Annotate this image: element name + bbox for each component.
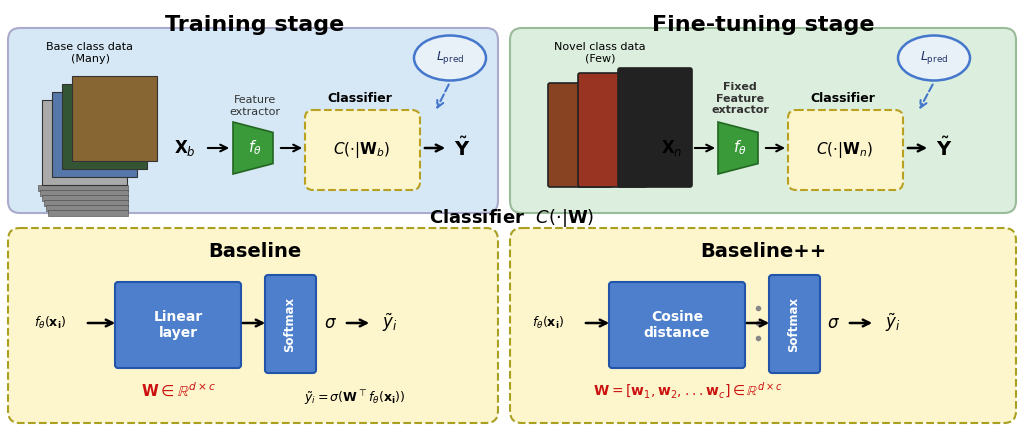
Text: $L_{\rm pred}$: $L_{\rm pred}$ [436,49,464,66]
Polygon shape [233,122,273,174]
Text: $\sigma$: $\sigma$ [324,314,337,332]
FancyBboxPatch shape [115,282,241,368]
FancyBboxPatch shape [46,205,128,211]
Text: $\tilde{\mathbf{Y}}$: $\tilde{\mathbf{Y}}$ [454,136,470,160]
Ellipse shape [898,36,970,80]
Ellipse shape [414,36,486,80]
FancyBboxPatch shape [788,110,903,190]
FancyBboxPatch shape [305,110,420,190]
Text: $f_\theta$: $f_\theta$ [248,138,262,158]
FancyBboxPatch shape [510,28,1016,213]
Text: Feature
extractor: Feature extractor [229,95,281,117]
FancyBboxPatch shape [42,195,128,201]
Polygon shape [718,122,758,174]
Text: $\mathbf{W}\in\mathbb{R}^{d\times c}$: $\mathbf{W}\in\mathbb{R}^{d\times c}$ [140,381,215,399]
FancyBboxPatch shape [48,210,128,216]
Text: Fine-tuning stage: Fine-tuning stage [651,15,874,35]
Text: Fixed
Feature
extractor: Fixed Feature extractor [711,82,769,115]
Text: Cosine
distance: Cosine distance [644,310,711,340]
FancyBboxPatch shape [40,190,128,196]
Text: $\tilde{y}_i$: $\tilde{y}_i$ [382,312,397,334]
FancyBboxPatch shape [38,185,128,191]
Text: Training stage: Training stage [165,15,345,35]
Text: $\tilde{y}_i = \sigma(\mathbf{W}^\top f_\theta(\mathbf{x_i}))$: $\tilde{y}_i = \sigma(\mathbf{W}^\top f_… [304,388,406,408]
Text: $C(\cdot|\mathbf{W}_b)$: $C(\cdot|\mathbf{W}_b)$ [334,140,391,160]
FancyBboxPatch shape [8,228,498,423]
Text: Softmax: Softmax [787,296,801,352]
Text: Classifier  $C(\cdot|\mathbf{W})$: Classifier $C(\cdot|\mathbf{W})$ [429,207,595,229]
FancyBboxPatch shape [72,76,157,161]
FancyBboxPatch shape [62,84,147,169]
Text: $f_\theta(\mathbf{x_i})$: $f_\theta(\mathbf{x_i})$ [34,315,67,331]
Text: Novel class data
(Few): Novel class data (Few) [554,42,646,64]
FancyBboxPatch shape [578,73,647,187]
Text: Base class data
(Many): Base class data (Many) [46,42,133,64]
Text: Linear
layer: Linear layer [154,310,203,340]
Text: $\mathbf{W} = [\mathbf{w}_1, \mathbf{w}_2,...\mathbf{w}_c]\in\mathbb{R}^{d\times: $\mathbf{W} = [\mathbf{w}_1, \mathbf{w}_… [593,380,782,400]
Text: Classifier: Classifier [328,92,392,105]
FancyBboxPatch shape [548,83,612,187]
FancyBboxPatch shape [618,68,692,187]
Text: $\tilde{y}_i$: $\tilde{y}_i$ [885,312,901,334]
Text: $\sigma$: $\sigma$ [826,314,840,332]
Text: $f_\theta$: $f_\theta$ [733,138,746,158]
Text: $\mathbf{X}_n$: $\mathbf{X}_n$ [662,138,683,158]
Text: $f_\theta(\mathbf{x_i})$: $f_\theta(\mathbf{x_i})$ [531,315,564,331]
FancyBboxPatch shape [265,275,316,373]
FancyBboxPatch shape [42,100,127,185]
Text: Baseline: Baseline [208,242,302,261]
FancyBboxPatch shape [510,228,1016,423]
FancyBboxPatch shape [52,92,137,177]
Text: Classifier: Classifier [811,92,876,105]
Text: $\mathbf{X}_b$: $\mathbf{X}_b$ [174,138,196,158]
FancyBboxPatch shape [44,200,128,206]
Text: $\tilde{\mathbf{Y}}$: $\tilde{\mathbf{Y}}$ [936,136,952,160]
Text: $C(\cdot|\mathbf{W}_n)$: $C(\cdot|\mathbf{W}_n)$ [816,140,873,160]
Text: Softmax: Softmax [284,296,297,352]
FancyBboxPatch shape [609,282,745,368]
Text: $L_{\rm pred}$: $L_{\rm pred}$ [920,49,948,66]
FancyBboxPatch shape [8,28,498,213]
Text: Baseline++: Baseline++ [699,242,826,261]
FancyBboxPatch shape [769,275,820,373]
